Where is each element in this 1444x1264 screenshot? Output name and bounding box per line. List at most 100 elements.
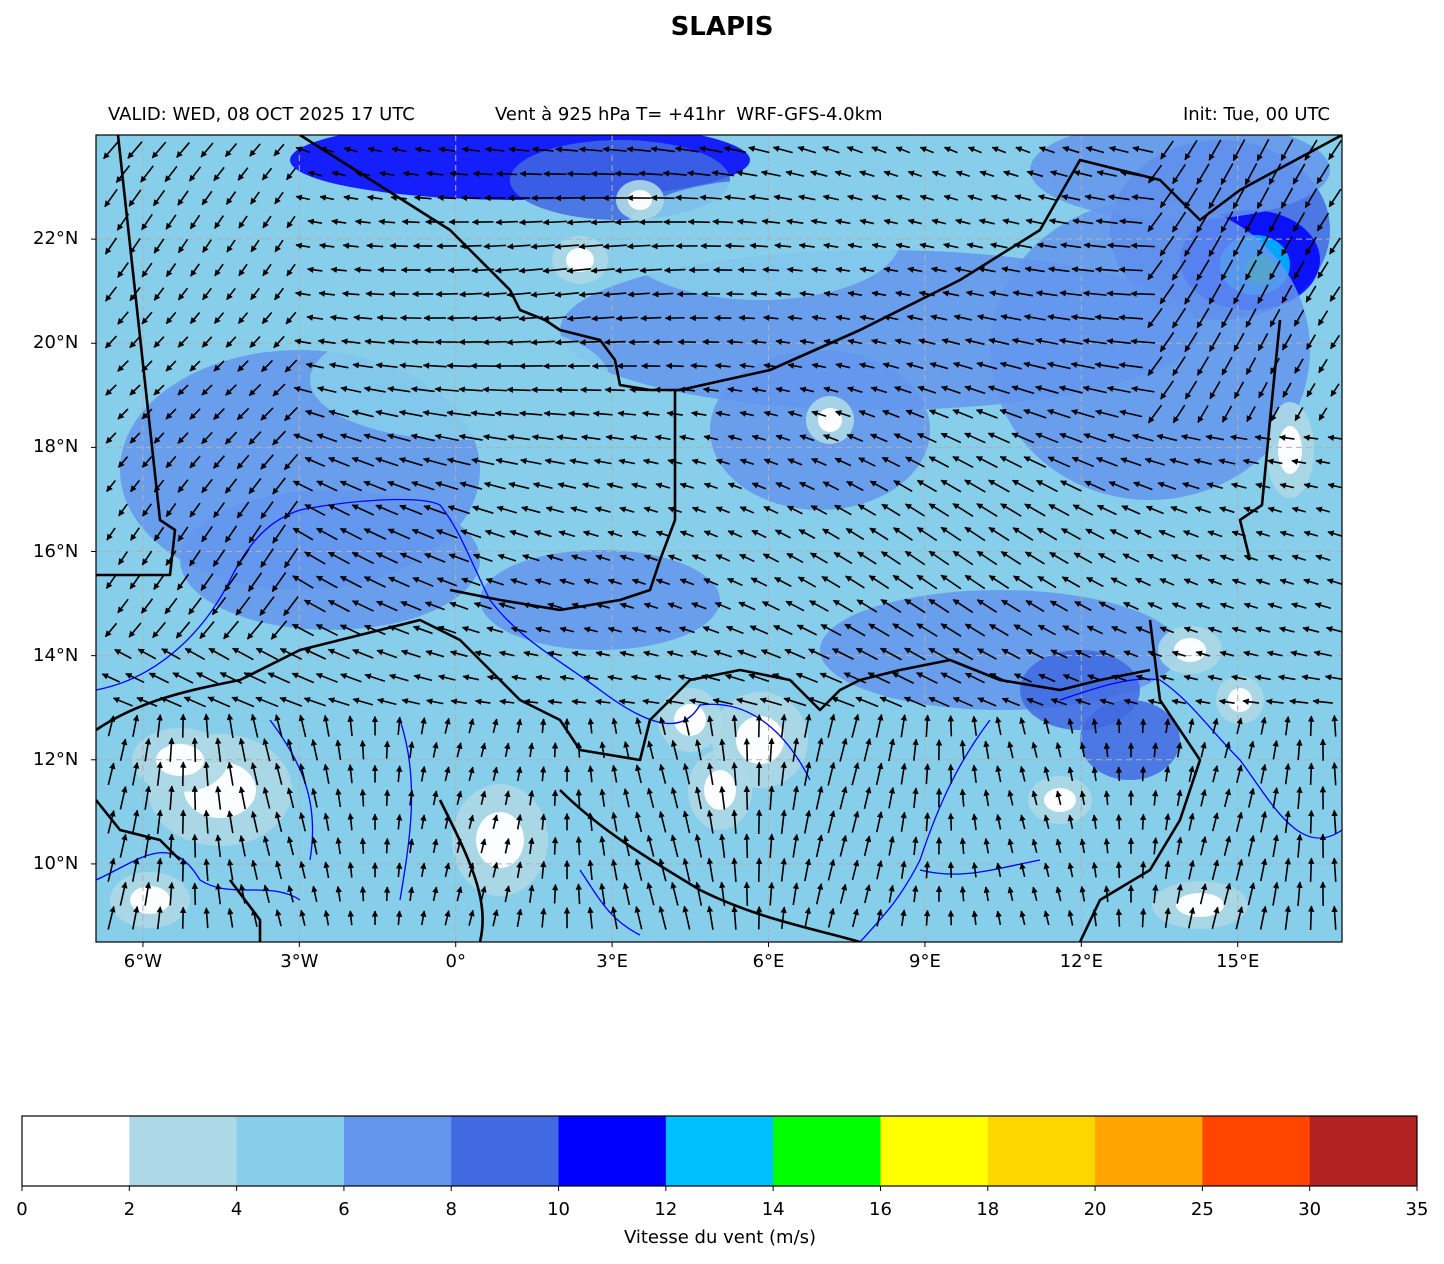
wind-arrow	[786, 218, 804, 225]
wind-arrow	[1106, 385, 1131, 394]
wind-arrow	[626, 146, 651, 153]
border-line	[228, 879, 262, 942]
wind-arrow	[663, 266, 686, 274]
wind-arrow	[389, 242, 408, 250]
wind-arrow	[1011, 337, 1034, 346]
wind-arrow	[847, 290, 863, 297]
colorbar-tick-label: 16	[869, 1199, 892, 1220]
wind-arrow	[739, 362, 755, 369]
wind-arrow	[152, 189, 166, 207]
wind-arrow	[1107, 194, 1130, 201]
wind-arrow	[703, 434, 719, 441]
wind-arrow	[342, 242, 359, 249]
wind-arrow	[1070, 409, 1095, 419]
wind-arrow	[117, 360, 129, 372]
wind-arrow	[650, 146, 675, 153]
wind-arrow	[330, 266, 347, 273]
wind-arrow	[189, 360, 201, 372]
wind-arrow	[579, 386, 602, 394]
wind-arrow	[422, 409, 447, 417]
wind-arrow	[578, 146, 603, 153]
wind-arrow	[153, 432, 165, 444]
wind-arrow	[117, 456, 129, 468]
wind-arrow	[286, 263, 296, 277]
wind-arrow	[989, 242, 1008, 249]
wind-arrow	[177, 432, 189, 444]
wind-arrow	[823, 386, 839, 393]
wind-arrow	[1048, 218, 1069, 225]
wind-arrow	[858, 362, 875, 369]
wind-arrow	[316, 385, 337, 394]
wind-arrow	[651, 242, 675, 250]
wind-arrow	[1147, 307, 1163, 329]
wind-arrow	[261, 167, 273, 181]
wind-arrow	[1011, 432, 1035, 444]
wind-arrow	[494, 267, 519, 274]
wind-arrow	[460, 194, 481, 202]
wind-arrow	[711, 170, 735, 177]
wind-arrow	[189, 214, 201, 230]
wind-arrow	[724, 242, 745, 250]
wind-arrow	[952, 361, 973, 370]
wind-arrow	[1292, 212, 1306, 233]
wind-arrow	[378, 218, 396, 225]
wind-arrow	[352, 362, 374, 369]
wind-arrow	[785, 170, 805, 177]
wind-arrow	[906, 362, 924, 370]
wind-arrow	[1147, 259, 1163, 281]
wind-arrow	[399, 314, 422, 322]
wind-arrow	[614, 267, 639, 274]
wind-arrow	[1172, 356, 1186, 376]
wind-arrow	[1071, 266, 1095, 273]
wind-arrow	[1073, 170, 1093, 177]
wind-arrow	[640, 315, 662, 322]
wind-arrow	[822, 194, 839, 201]
wind-arrow	[1107, 242, 1131, 249]
wind-arrow	[846, 386, 863, 393]
wind-arrow	[702, 338, 720, 346]
border-line	[96, 618, 1151, 762]
wind-arrow	[530, 339, 555, 346]
wind-arrow	[284, 359, 298, 373]
wind-arrow	[1183, 235, 1199, 257]
wind-arrow	[834, 410, 851, 418]
border-line	[449, 390, 677, 612]
wind-arrow	[736, 218, 757, 225]
wind-arrow	[153, 238, 165, 254]
wind-arrow	[1035, 337, 1059, 345]
colorbar-tick-label: 18	[976, 1199, 1000, 1220]
wind-arrow	[1268, 163, 1282, 185]
colorbar-tick-label: 30	[1298, 1199, 1322, 1220]
wind-arrow	[438, 146, 456, 153]
wind-arrow	[1070, 314, 1095, 321]
colorbar-tick-label: 10	[547, 1199, 570, 1220]
wind-arrow	[736, 170, 758, 177]
wind-arrow	[763, 362, 779, 369]
wind-arrow	[686, 170, 711, 177]
wind-arrow	[967, 194, 983, 201]
wind-arrow	[978, 218, 995, 225]
wind-arrow	[104, 286, 118, 302]
wind-arrow	[1280, 139, 1294, 161]
wind-arrow	[1070, 361, 1095, 370]
wind-arrow	[1328, 140, 1342, 160]
wind-arrow	[1269, 260, 1281, 280]
wind-arrow	[1001, 266, 1021, 273]
wind-arrow	[506, 339, 532, 346]
wind-arrow	[249, 336, 261, 348]
wind-arrow	[328, 409, 350, 418]
wind-arrow	[987, 385, 1010, 395]
wind-arrow	[990, 194, 1007, 201]
wind-arrow	[1220, 308, 1234, 329]
wind-arrow	[1318, 358, 1328, 374]
colorbar-tick-label: 25	[1190, 1199, 1214, 1220]
wind-arrow	[1245, 357, 1257, 375]
wind-arrow	[201, 384, 213, 396]
wind-arrow	[687, 218, 710, 226]
calm-patch	[628, 190, 652, 210]
wind-arrow	[140, 165, 154, 183]
wind-arrow	[165, 263, 177, 277]
wind-arrow	[835, 266, 851, 273]
wind-arrow	[212, 455, 226, 469]
